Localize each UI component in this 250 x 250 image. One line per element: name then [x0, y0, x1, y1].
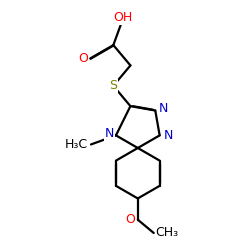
Text: N: N: [164, 129, 173, 142]
Text: N: N: [105, 127, 115, 140]
Text: H₃C: H₃C: [65, 138, 88, 151]
Text: O: O: [125, 213, 135, 226]
Text: CH₃: CH₃: [155, 226, 178, 239]
Text: O: O: [78, 52, 88, 65]
Text: S: S: [109, 79, 117, 92]
Text: OH: OH: [113, 12, 132, 24]
Text: N: N: [159, 102, 168, 116]
